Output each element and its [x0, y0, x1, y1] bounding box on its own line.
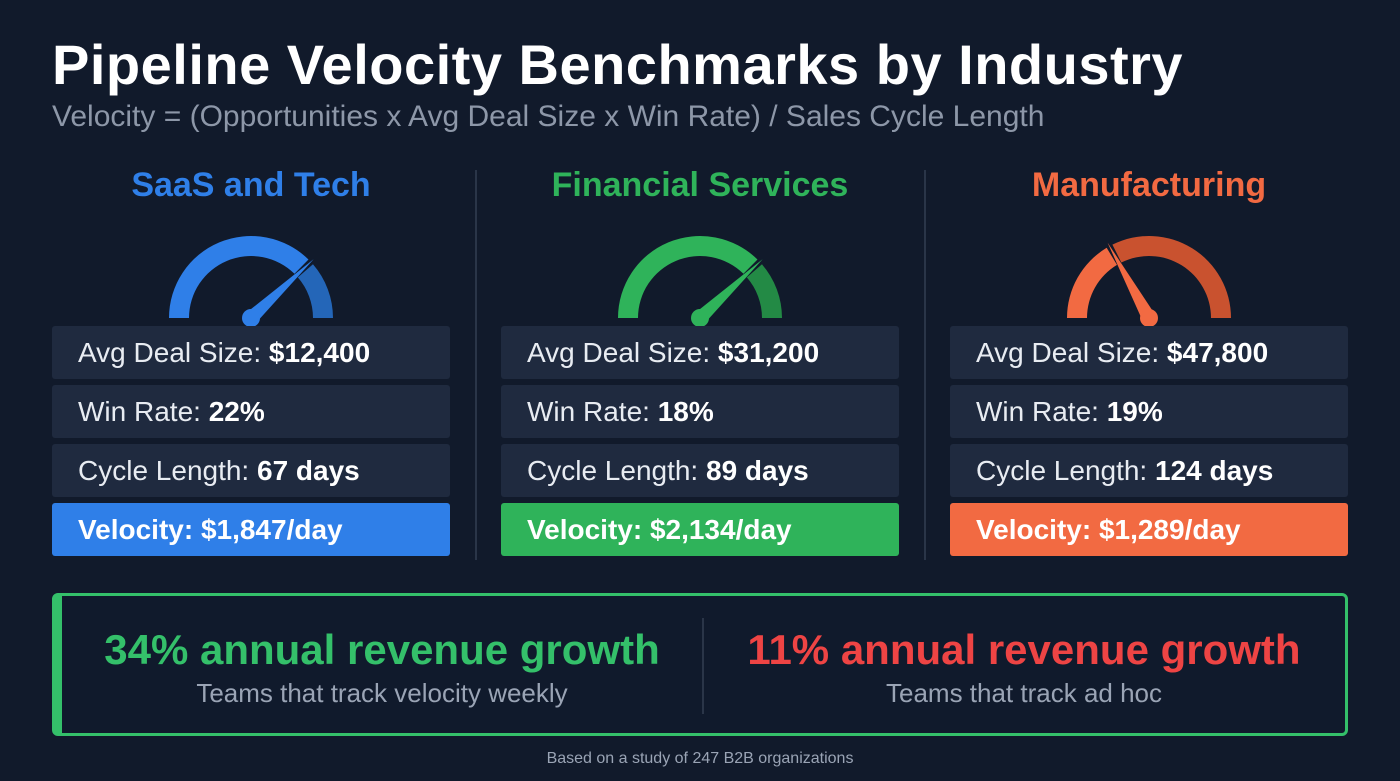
speedometer-gauge-icon: [169, 236, 333, 327]
growth-adhoc-headline: 11% annual revenue growth: [747, 626, 1301, 673]
industry-name: Manufacturing: [1031, 166, 1267, 204]
gauge-hub: [1140, 309, 1158, 327]
win-rate-row: Win Rate: 22%: [52, 385, 450, 438]
label: Cycle Length:: [976, 455, 1155, 486]
gauge-needle: [1107, 242, 1156, 322]
label: Avg Deal Size:: [527, 337, 718, 368]
gauge-hub: [242, 309, 260, 327]
cycle-length-row: Cycle Length: 67 days: [52, 444, 450, 497]
label: Cycle Length:: [78, 455, 257, 486]
gauge-needle: [246, 259, 314, 324]
avg-deal-size-row: Avg Deal Size: $47,800: [950, 326, 1348, 379]
gauge-arc-remaining: [297, 264, 333, 318]
formula-subtitle: Velocity = (Opportunities x Avg Deal Siz…: [52, 100, 1045, 133]
win-rate-row: Win Rate: 19%: [950, 385, 1348, 438]
value: 18%: [657, 396, 714, 427]
gauge-arc-remaining: [746, 264, 782, 318]
industry-card-financial: Financial Services Avg Deal Size: $31,20…: [501, 160, 899, 556]
speedometer-gauge-icon: [618, 236, 782, 327]
growth-weekly: 34% annual revenue growth Teams that tra…: [62, 596, 702, 733]
gauge-arc-filled: [1067, 247, 1117, 318]
label: Win Rate:: [527, 396, 658, 427]
value: 89 days: [706, 455, 809, 486]
cycle-length-row: Cycle Length: 124 days: [950, 444, 1348, 497]
growth-weekly-caption: Teams that track velocity weekly: [196, 678, 568, 708]
label: Avg Deal Size:: [78, 337, 269, 368]
value: 22%: [208, 396, 265, 427]
gauge-arc-filled: [169, 236, 309, 318]
value: 67 days: [257, 455, 360, 486]
label: Cycle Length:: [527, 455, 706, 486]
label: Avg Deal Size:: [976, 337, 1167, 368]
value: $47,800: [1166, 337, 1269, 368]
value: $12,400: [268, 337, 371, 368]
growth-adhoc: 11% annual revenue growth Teams that tra…: [704, 596, 1344, 733]
win-rate-row: Win Rate: 18%: [501, 385, 899, 438]
growth-adhoc-caption: Teams that track ad hoc: [885, 678, 1163, 708]
industry-card-saas: SaaS and Tech Avg Deal Size: $12,400 Win…: [52, 160, 450, 556]
gauge-hub: [691, 309, 709, 327]
cycle-length-row: Cycle Length: 89 days: [501, 444, 899, 497]
avg-deal-size-row: Avg Deal Size: $12,400: [52, 326, 450, 379]
velocity-row: Velocity: $2,134/day: [501, 503, 899, 556]
value: $31,200: [717, 337, 820, 368]
avg-deal-size-row: Avg Deal Size: $31,200: [501, 326, 899, 379]
label: Win Rate:: [78, 396, 209, 427]
value: 124 days: [1155, 455, 1274, 486]
label: Win Rate:: [976, 396, 1107, 427]
industry-card-manufacturing: Manufacturing Avg Deal Size: $47,800 Win…: [950, 160, 1348, 556]
growth-banner: 34% annual revenue growth Teams that tra…: [52, 593, 1348, 736]
velocity-row: Velocity: $1,289/day: [950, 503, 1348, 556]
banner-divider: [702, 618, 704, 714]
value: 19%: [1106, 396, 1163, 427]
industry-name: SaaS and Tech: [131, 166, 371, 204]
divider: [475, 170, 477, 560]
growth-weekly-headline: 34% annual revenue growth: [104, 626, 660, 673]
gauge-arc-remaining: [1112, 236, 1231, 318]
page-title: Pipeline Velocity Benchmarks by Industry: [52, 33, 1184, 96]
industry-name: Financial Services: [551, 166, 849, 204]
gauge-arc-filled: [618, 236, 758, 318]
velocity-row: Velocity: $1,847/day: [52, 503, 450, 556]
footnote: Based on a study of 247 B2B organization…: [546, 750, 854, 767]
divider: [924, 170, 926, 560]
gauge-needle: [695, 259, 763, 324]
speedometer-gauge-icon: [1067, 236, 1231, 327]
